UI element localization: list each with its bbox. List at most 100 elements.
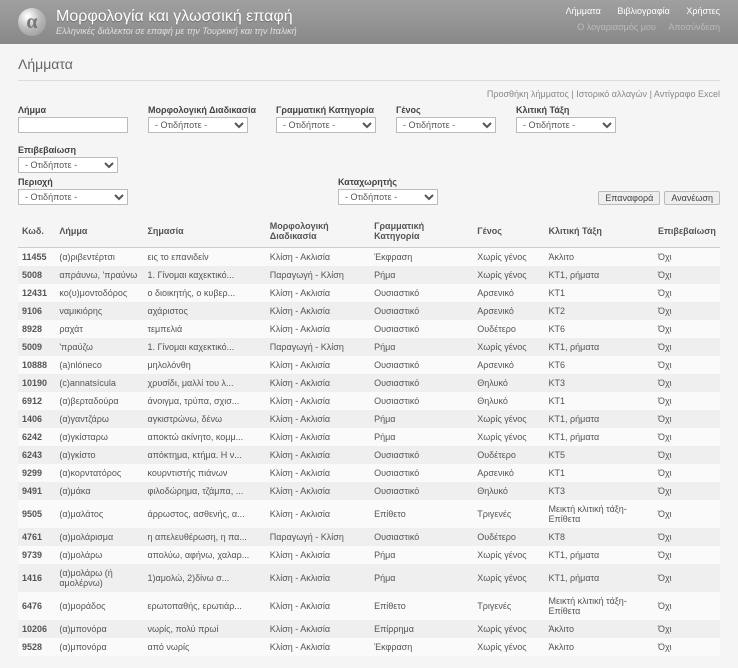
col-morph[interactable]: Μορφολογική Διαδικασία <box>266 215 370 248</box>
site-title: Μορφολογία και γλωσσική επαφή <box>56 8 297 26</box>
col-id[interactable]: Κωδ. <box>18 215 55 248</box>
col-klit[interactable]: Κλιτική Τάξη <box>545 215 654 248</box>
table-row[interactable]: 10206(α)μπονόρανωρίς, πολύ πρωίΚλίση - Α… <box>18 620 720 638</box>
cell-morph: Παραγωγή - Κλίση <box>266 266 370 284</box>
cell-meaning: άνοιγμα, τρύπα, σχισ... <box>143 392 265 410</box>
filter-lemma-label: Λήμμα <box>18 105 128 115</box>
cell-epi: Όχι <box>654 248 720 267</box>
table-row[interactable]: 6242(α)γκίσταρωαποκτώ ακίνητο, κομμ...Κλ… <box>18 428 720 446</box>
cell-klit: ΚΤ1 <box>545 392 654 410</box>
table-row[interactable]: 6476(α)μοράδοςερωτοπαθής, ερωτιάρ...Κλίσ… <box>18 592 720 620</box>
cell-gram: Ρήμα <box>370 410 473 428</box>
table-row[interactable]: 9106ναμικιόρηςαχάριστοςΚλίση - ΑκλισίαΟυ… <box>18 302 720 320</box>
action-add-lemma[interactable]: Προσθήκη λήμματος <box>487 89 569 99</box>
cell-id: 6476 <box>18 592 55 620</box>
cell-lemma: (α)μοράδος <box>55 592 143 620</box>
cell-epi: Όχι <box>654 482 720 500</box>
filter-epi: Επιβεβαίωση - Οτιδήποτε - <box>18 145 118 173</box>
col-lemma[interactable]: Λήμμα <box>55 215 143 248</box>
filter-gram: Γραμματική Κατηγορία - Οτιδήποτε - <box>276 105 376 133</box>
table-row[interactable]: 12431κο(υ)μοντοδόροςο διοικητής, ο κυβερ… <box>18 284 720 302</box>
page-title: Λήμματα <box>18 56 720 72</box>
cell-epi: Όχι <box>654 320 720 338</box>
cell-genos: Χωρίς γένος <box>473 620 544 638</box>
cell-genos: Χωρίς γένος <box>473 410 544 428</box>
cell-genos: Χωρίς γένος <box>473 638 544 656</box>
table-row[interactable]: 8928ραχάττεμπελιάΚλίση - ΑκλισίαΟυσιαστι… <box>18 320 720 338</box>
nav-account[interactable]: Ο λογαριασμός μου <box>577 22 656 32</box>
action-history[interactable]: Ιστορικό αλλαγών <box>576 89 647 99</box>
col-epi[interactable]: Επιβεβαίωση <box>654 215 720 248</box>
filter-gram-select[interactable]: - Οτιδήποτε - <box>276 117 376 133</box>
filter-region: Περιοχή - Οτιδήποτε - <box>18 177 128 205</box>
cell-meaning: ερωτοπαθής, ερωτιάρ... <box>143 592 265 620</box>
cell-meaning: απόκτημα, κτήμα. Η ν... <box>143 446 265 464</box>
cell-lemma: (α)μάκα <box>55 482 143 500</box>
table-row[interactable]: 9505(α)μαλάτοςάρρωστος, ασθενής, α...Κλί… <box>18 500 720 528</box>
cell-epi: Όχι <box>654 464 720 482</box>
table-row[interactable]: 10888(a)nlónecoμηλολόνθηΚλίση - ΑκλισίαΟ… <box>18 356 720 374</box>
filter-genos-select[interactable]: - Οτιδήποτε - <box>396 117 496 133</box>
table-row[interactable]: 6912(α)βερταδούραάνοιγμα, τρύπα, σχισ...… <box>18 392 720 410</box>
cell-lemma: (α)μπονόρα <box>55 638 143 656</box>
cell-klit: ΚΤ6 <box>545 320 654 338</box>
cell-morph: Κλίση - Ακλισία <box>266 284 370 302</box>
cell-morph: Παραγωγή - Κλίση <box>266 528 370 546</box>
table-row[interactable]: 1406(α)γαντζάρωαγκιστρώνω, δένωΚλίση - Α… <box>18 410 720 428</box>
table-row[interactable]: 9528(α)μπονόρααπό νωρίςΚλίση - ΑκλισίαΈκ… <box>18 638 720 656</box>
nav-logout[interactable]: Αποσύνδεση <box>668 22 720 32</box>
col-gram[interactable]: Γραμματική Κατηγορία <box>370 215 473 248</box>
cell-klit: ΚΤ1, ρήματα <box>545 266 654 284</box>
table-row[interactable]: 9739(α)μολάρωαπολύω, αφήνω, χαλαρ...Κλίσ… <box>18 546 720 564</box>
table-row[interactable]: 10190(c)annatsículaχρυσίδι, μαλλί του λ.… <box>18 374 720 392</box>
filter-klit-select[interactable]: - Οτιδήποτε - <box>516 117 616 133</box>
cell-id: 10190 <box>18 374 55 392</box>
table-row[interactable]: 9299(α)κορντατόροςκουρντιστής πιάνωνΚλίσ… <box>18 464 720 482</box>
cell-id: 8928 <box>18 320 55 338</box>
cell-epi: Όχι <box>654 356 720 374</box>
filter-lemma-input[interactable] <box>18 117 128 133</box>
table-row[interactable]: 11455(α)ριβεντέρτσιεις το επανιδείνΚλίση… <box>18 248 720 267</box>
col-meaning[interactable]: Σημασία <box>143 215 265 248</box>
cell-id: 11455 <box>18 248 55 267</box>
cell-morph: Κλίση - Ακλισία <box>266 564 370 592</box>
reset-button[interactable]: Επαναφορά <box>598 191 660 205</box>
cell-meaning: εις το επανιδείν <box>143 248 265 267</box>
nav-biblio[interactable]: Βιβλιογραφία <box>617 6 670 16</box>
filter-registrar-label: Καταχωρητής <box>338 177 438 187</box>
cell-gram: Ρήμα <box>370 266 473 284</box>
nav-lemmata[interactable]: Λήμματα <box>566 6 601 16</box>
cell-klit: ΚΤ1 <box>545 284 654 302</box>
filter-epi-select[interactable]: - Οτιδήποτε - <box>18 157 118 173</box>
table-row[interactable]: 5009'πραύζω1. Γίνομαι καχεκτικό...Παραγω… <box>18 338 720 356</box>
cell-lemma: ραχάτ <box>55 320 143 338</box>
cell-epi: Όχι <box>654 338 720 356</box>
cell-epi: Όχι <box>654 592 720 620</box>
cell-meaning: φιλοδώρημα, τζάμπα, ... <box>143 482 265 500</box>
action-excel[interactable]: Αντίγραφο Excel <box>654 89 720 99</box>
filter-morph-select[interactable]: - Οτιδήποτε - <box>148 117 248 133</box>
cell-epi: Όχι <box>654 428 720 446</box>
cell-klit: ΚΤ8 <box>545 528 654 546</box>
cell-morph: Κλίση - Ακλισία <box>266 410 370 428</box>
nav-users[interactable]: Χρήστες <box>686 6 720 16</box>
cell-klit: ΚΤ6 <box>545 356 654 374</box>
cell-lemma: ναμικιόρης <box>55 302 143 320</box>
table-row[interactable]: 5008απράυνω, 'πραύνω1. Γίνομαι καχεκτικό… <box>18 266 720 284</box>
refresh-button[interactable]: Ανανέωση <box>664 191 720 205</box>
table-row[interactable]: 1416(α)μολάρω (ή αμολέρνω)1)αμολώ, 2)δίν… <box>18 564 720 592</box>
cell-id: 4761 <box>18 528 55 546</box>
filter-region-select[interactable]: - Οτιδήποτε - <box>18 189 128 205</box>
filter-morph: Μορφολογική Διαδικασία - Οτιδήποτε - <box>148 105 256 133</box>
cell-id: 9528 <box>18 638 55 656</box>
cell-genos: Αρσενικό <box>473 284 544 302</box>
table-row[interactable]: 4761(α)μολάρισμαη απελευθέρωση, η πα...Π… <box>18 528 720 546</box>
cell-gram: Ουσιαστικό <box>370 284 473 302</box>
cell-klit: ΚΤ2 <box>545 302 654 320</box>
cell-morph: Κλίση - Ακλισία <box>266 428 370 446</box>
filter-registrar-select[interactable]: - Οτιδήποτε - <box>338 189 438 205</box>
table-row[interactable]: 9491(α)μάκαφιλοδώρημα, τζάμπα, ...Κλίση … <box>18 482 720 500</box>
col-genos[interactable]: Γένος <box>473 215 544 248</box>
cell-genos: Χωρίς γένος <box>473 546 544 564</box>
table-row[interactable]: 6243(α)γκίστοαπόκτημα, κτήμα. Η ν...Κλίσ… <box>18 446 720 464</box>
